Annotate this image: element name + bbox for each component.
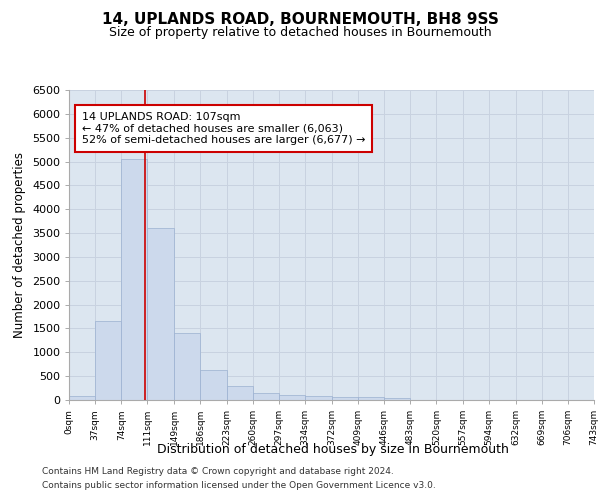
Bar [305, 396, 332, 400]
Text: Distribution of detached houses by size in Bournemouth: Distribution of detached houses by size … [157, 442, 509, 456]
Text: Contains public sector information licensed under the Open Government Licence v3: Contains public sector information licen… [42, 481, 436, 490]
Bar [95, 322, 121, 400]
Bar [332, 397, 358, 400]
Text: Size of property relative to detached houses in Bournemouth: Size of property relative to detached ho… [109, 26, 491, 39]
Bar [121, 158, 148, 400]
Bar [358, 398, 384, 400]
Bar [148, 228, 174, 400]
Y-axis label: Number of detached properties: Number of detached properties [13, 152, 26, 338]
Bar [200, 370, 227, 400]
Text: 14, UPLANDS ROAD, BOURNEMOUTH, BH8 9SS: 14, UPLANDS ROAD, BOURNEMOUTH, BH8 9SS [101, 12, 499, 28]
Bar [227, 386, 253, 400]
Bar [384, 398, 410, 400]
Bar [69, 396, 95, 400]
Bar [253, 393, 279, 400]
Text: Contains HM Land Registry data © Crown copyright and database right 2024.: Contains HM Land Registry data © Crown c… [42, 467, 394, 476]
Bar [174, 333, 200, 400]
Bar [279, 395, 305, 400]
Text: 14 UPLANDS ROAD: 107sqm
← 47% of detached houses are smaller (6,063)
52% of semi: 14 UPLANDS ROAD: 107sqm ← 47% of detache… [82, 112, 365, 145]
